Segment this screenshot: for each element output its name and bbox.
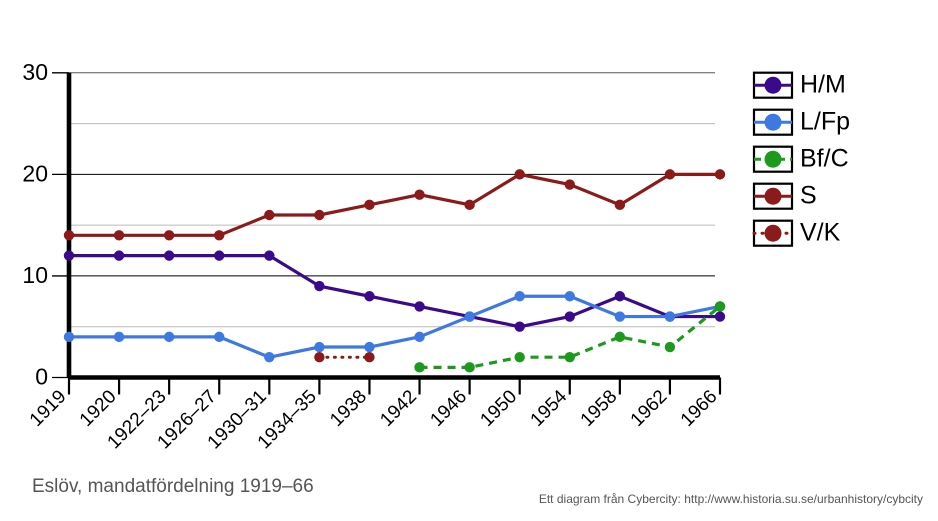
svg-text:1954: 1954 <box>527 386 572 431</box>
svg-text:L/Fp: L/Fp <box>800 108 850 136</box>
svg-text:S: S <box>800 182 817 210</box>
svg-text:10: 10 <box>22 262 48 288</box>
svg-text:1938: 1938 <box>326 386 371 431</box>
svg-text:H/M: H/M <box>800 71 846 99</box>
svg-text:1946: 1946 <box>426 386 471 431</box>
svg-text:Bf/C: Bf/C <box>800 145 849 173</box>
svg-text:1920: 1920 <box>76 386 121 431</box>
svg-text:1966: 1966 <box>677 386 722 431</box>
svg-text:1919: 1919 <box>26 386 71 431</box>
svg-text:20: 20 <box>22 160 48 186</box>
svg-text:0: 0 <box>35 364 48 390</box>
svg-text:V/K: V/K <box>800 219 841 247</box>
svg-text:30: 30 <box>22 59 48 85</box>
svg-text:1958: 1958 <box>577 386 622 431</box>
svg-text:1962: 1962 <box>627 386 672 431</box>
svg-text:1950: 1950 <box>476 386 521 431</box>
svg-text:1942: 1942 <box>376 386 421 431</box>
